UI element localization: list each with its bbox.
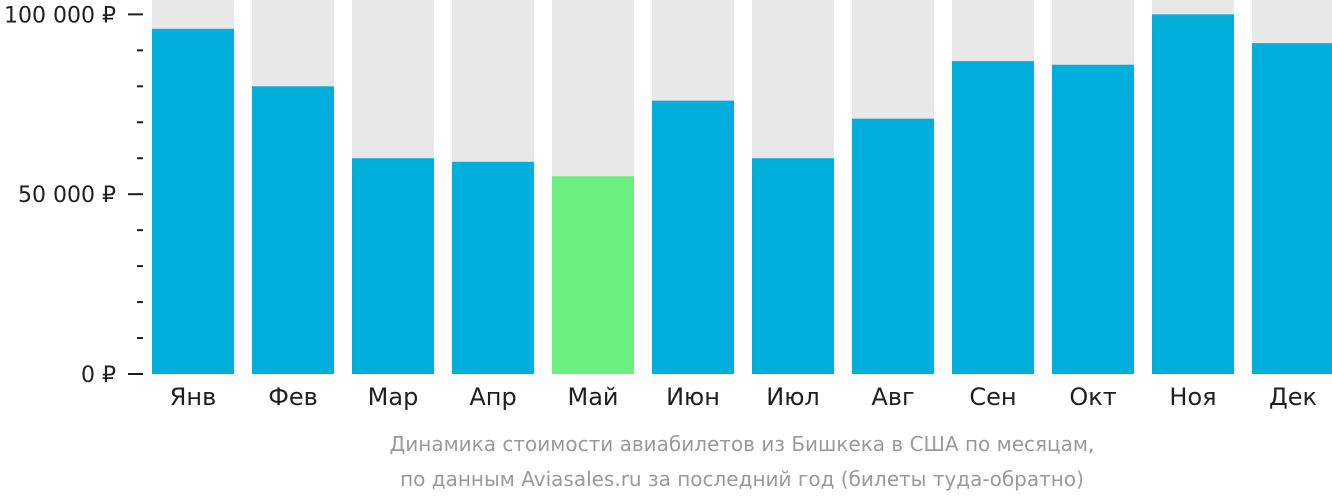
caption-line-1: Динамика стоимости авиабилетов из Бишкек… [390, 432, 1095, 456]
bar-8[interactable] [852, 118, 934, 374]
bar-9[interactable] [952, 61, 1034, 375]
y-tick-label: 0 ₽ [81, 363, 116, 388]
bar-2[interactable] [252, 86, 334, 375]
y-axis: 0 ₽ 50 000 ₽ 100 000 ₽ [4, 3, 143, 388]
x-tick-label: Янв [170, 383, 217, 411]
x-tick-label: Окт [1069, 383, 1116, 411]
x-tick-label: Июл [766, 383, 820, 411]
bar-10[interactable] [1052, 64, 1134, 374]
y-tick-label: 50 000 ₽ [18, 183, 116, 208]
x-tick-label: Дек [1269, 383, 1317, 411]
x-tick-label: Ноя [1169, 383, 1216, 411]
bar-7[interactable] [752, 158, 834, 374]
x-tick-label: Мар [368, 383, 419, 411]
x-tick-label: Май [567, 383, 618, 411]
bars [152, 0, 1332, 375]
x-tick-label: Авг [871, 383, 914, 411]
bar-11[interactable] [1152, 14, 1234, 375]
bar-6[interactable] [652, 100, 734, 374]
x-tick-label: Апр [469, 383, 516, 411]
y-tick-label: 100 000 ₽ [4, 3, 116, 28]
x-axis: Янв Фев Мар Апр Май Июн Июл Авг Сен Окт Ноя Дек [170, 383, 1317, 411]
chart-caption: Динамика стоимости авиабилетов из Бишкек… [390, 432, 1095, 491]
bar-5[interactable] [552, 176, 634, 374]
bar-1[interactable] [152, 28, 234, 375]
bar-12[interactable] [1252, 43, 1332, 375]
bar-4[interactable] [452, 161, 534, 374]
x-tick-label: Сен [969, 383, 1016, 411]
x-tick-label: Июн [666, 383, 720, 411]
x-tick-label: Фев [268, 383, 318, 411]
caption-line-2: по данным Aviasales.ru за последний год … [400, 467, 1084, 491]
bar-3[interactable] [352, 158, 434, 374]
